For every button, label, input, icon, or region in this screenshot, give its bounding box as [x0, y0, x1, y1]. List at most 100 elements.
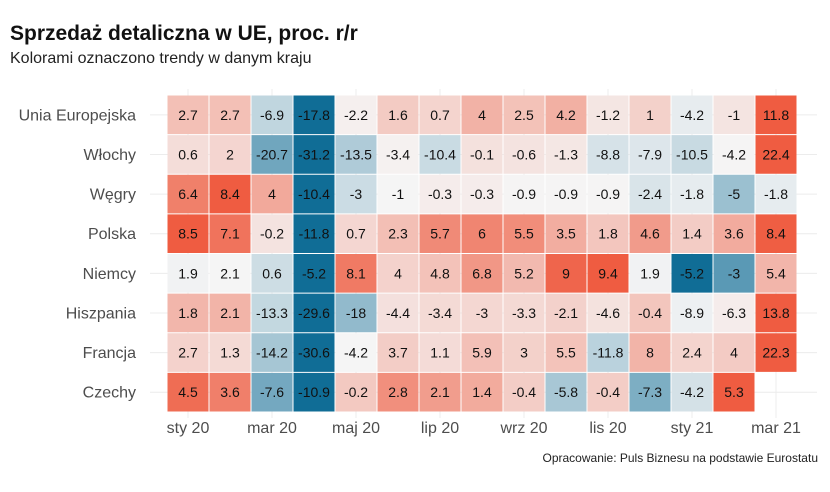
cell-value-label: 2.1 — [220, 305, 240, 321]
heatmap-cell — [545, 372, 587, 412]
heatmap-cell — [587, 214, 629, 253]
heatmap-cell — [755, 135, 797, 174]
heatmap-cell — [251, 254, 293, 293]
heatmap-cell — [461, 254, 503, 293]
cell-value-label: 5.7 — [430, 226, 450, 242]
cell-value-label: -0.1 — [470, 146, 494, 162]
cell-value-label: -13.5 — [340, 146, 372, 162]
heatmap-cell — [377, 333, 419, 372]
cell-value-label: -29.6 — [298, 305, 330, 321]
cell-value-label: 9 — [562, 265, 570, 281]
heatmap-cell — [461, 95, 503, 135]
cell-value-label: -0.3 — [470, 186, 494, 202]
heatmap-cell — [461, 135, 503, 174]
x-tick-label: sty 20 — [167, 420, 210, 437]
cell-value-label: -1.8 — [764, 186, 788, 202]
heatmap-cell — [545, 293, 587, 333]
cell-value-label: 22.3 — [762, 345, 789, 361]
cell-value-label: -3 — [728, 265, 741, 281]
cell-value-label: -31.2 — [298, 146, 330, 162]
cell-value-label: 6 — [478, 226, 486, 242]
cell-value-label: 7.1 — [220, 226, 240, 242]
x-tick-label: lis 20 — [589, 420, 626, 437]
cell-value-label: -1 — [392, 186, 405, 202]
cell-value-label: -6.3 — [722, 305, 746, 321]
heatmap-cell — [629, 174, 671, 214]
heatmap-cell — [545, 333, 587, 372]
heatmap-cell — [713, 254, 755, 293]
cell-value-label: -30.6 — [298, 345, 330, 361]
cell-value-label: 11.8 — [763, 107, 789, 123]
cell-value-label: -5.2 — [302, 265, 326, 281]
heatmap-cell — [293, 372, 335, 412]
heatmap-cell — [377, 174, 419, 214]
cell-value-label: -0.2 — [260, 226, 284, 242]
heatmap-cell — [545, 95, 587, 135]
heatmap-cell — [503, 174, 545, 214]
heatmap-cell — [713, 174, 755, 214]
row-label: Polska — [88, 226, 136, 243]
cell-value-label: -0.9 — [554, 186, 578, 202]
heatmap-cell — [629, 333, 671, 372]
cell-value-label: -18 — [346, 305, 366, 321]
cell-value-label: 4 — [730, 345, 738, 361]
cell-value-label: -2.4 — [638, 186, 662, 202]
heatmap-cell — [167, 293, 209, 333]
chart-title: Sprzedaż detaliczna w UE, proc. r/r — [10, 22, 358, 45]
cell-value-label: -4.2 — [344, 345, 368, 361]
heatmap-cell — [251, 95, 293, 135]
heatmap-cell — [755, 214, 797, 253]
cell-value-label: -1.3 — [554, 146, 578, 162]
heatmap-cell — [671, 214, 713, 253]
heatmap-cell — [587, 174, 629, 214]
cell-value-label: 22.4 — [762, 146, 789, 162]
cell-value-label: -4.6 — [596, 305, 620, 321]
heatmap-cell — [167, 135, 209, 174]
cell-value-label: -11.8 — [593, 345, 624, 361]
cell-value-label: -8.9 — [680, 305, 704, 321]
source-caption: Opracowanie: Puls Biznesu na podstawie E… — [542, 451, 819, 465]
heatmap-cell — [587, 254, 629, 293]
heatmap-cell — [671, 174, 713, 214]
heatmap-cell — [503, 333, 545, 372]
heatmap-cell — [335, 135, 377, 174]
row-label: Francja — [83, 345, 136, 362]
heatmap-cell — [755, 293, 797, 333]
cell-value-label: -3 — [350, 186, 363, 202]
cell-value-label: -4.2 — [722, 146, 746, 162]
cell-value-label: -4.2 — [680, 384, 704, 400]
cell-value-label: -6.9 — [260, 107, 284, 123]
x-tick-label: wrz 20 — [499, 420, 547, 437]
cell-value-label: 4 — [268, 186, 276, 202]
heatmap-cell — [461, 333, 503, 372]
cell-value-label: 4.6 — [640, 226, 660, 242]
heatmap-cell — [713, 293, 755, 333]
cell-value-label: 2 — [226, 146, 234, 162]
heatmap-cell — [377, 293, 419, 333]
cell-value-label: 3.5 — [556, 226, 576, 242]
heatmap-cell — [167, 174, 209, 214]
cell-value-label: 2.1 — [220, 265, 240, 281]
heatmap-cell — [335, 254, 377, 293]
cell-value-label: -5.8 — [554, 384, 578, 400]
cell-value-label: -4.2 — [680, 107, 704, 123]
heatmap-cell — [671, 95, 713, 135]
cell-value-label: 1.8 — [598, 226, 618, 242]
heatmap-cell — [545, 135, 587, 174]
heatmap-cell — [587, 135, 629, 174]
cell-value-label: 2.7 — [220, 107, 240, 123]
heatmap-cell — [293, 293, 335, 333]
heatmap-cell — [335, 214, 377, 253]
heatmap-cell — [377, 372, 419, 412]
cell-value-label: 8.1 — [346, 265, 366, 281]
row-label: Węgry — [90, 187, 136, 204]
heatmap-cell — [377, 254, 419, 293]
cell-value-label: 2.7 — [178, 345, 198, 361]
cell-value-label: 1.4 — [682, 226, 702, 242]
cell-value-label: -0.6 — [512, 146, 536, 162]
cell-value-label: -10.9 — [298, 384, 330, 400]
cell-value-label: 2.7 — [178, 107, 198, 123]
heatmap-cell — [713, 95, 755, 135]
heatmap-cell — [671, 293, 713, 333]
heatmap-cell — [629, 372, 671, 412]
